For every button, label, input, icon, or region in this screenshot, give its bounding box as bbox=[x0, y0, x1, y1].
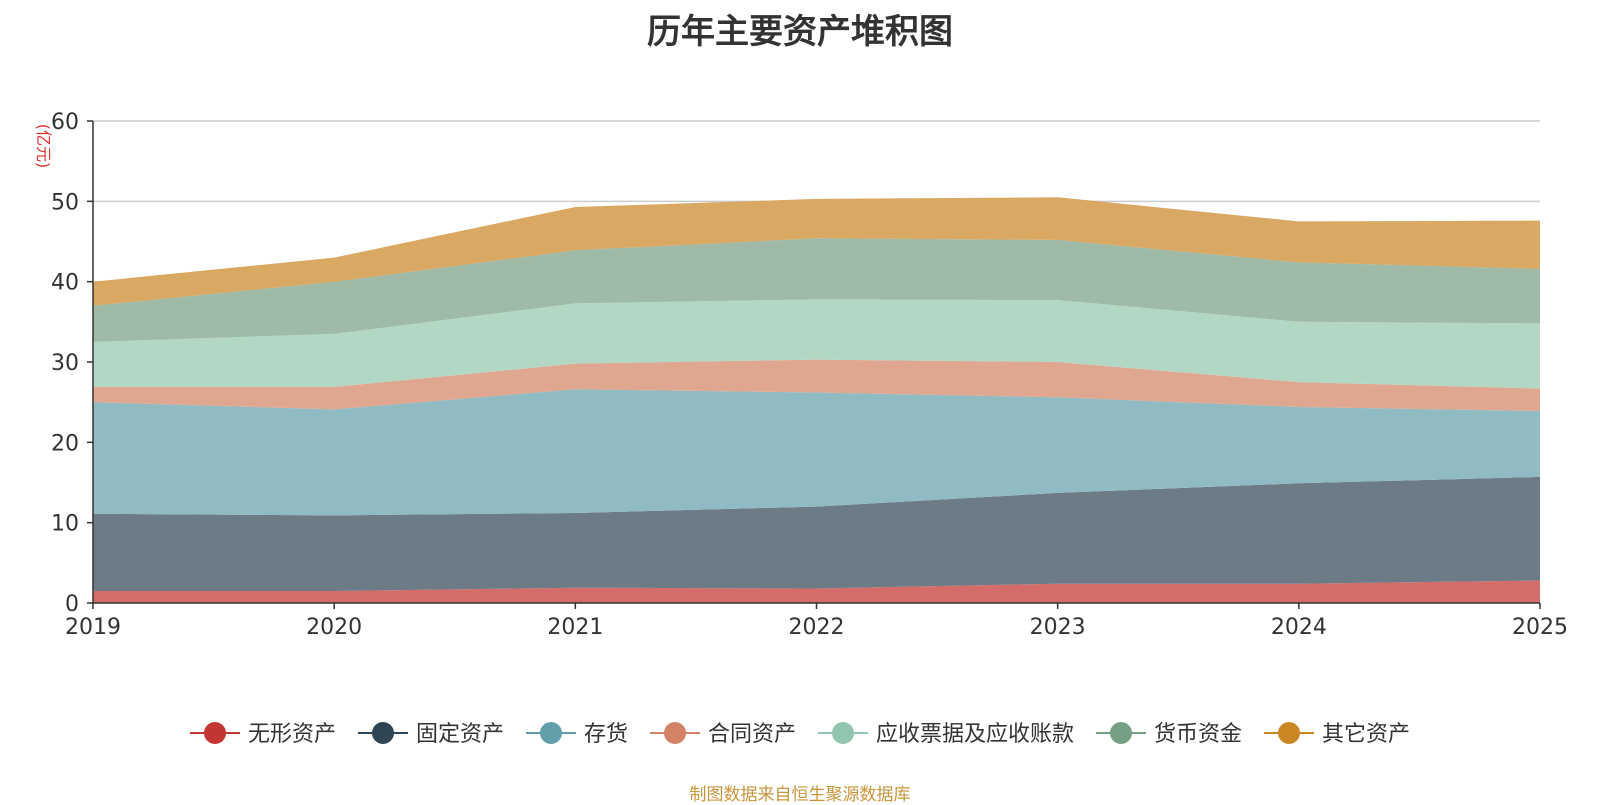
chart-title: 历年主要资产堆积图 bbox=[647, 12, 953, 52]
y-tick-label-6: 60 bbox=[51, 110, 79, 135]
legend-marker-icon bbox=[204, 722, 226, 744]
area-series-1 bbox=[93, 476, 1540, 591]
legend-item-4[interactable]: 应收票据及应收账款 bbox=[818, 722, 1074, 747]
legend-item-3[interactable]: 合同资产 bbox=[650, 722, 796, 747]
x-tick-label-1: 2020 bbox=[306, 615, 362, 640]
legend-marker-icon bbox=[540, 722, 562, 744]
x-tick-label-5: 2024 bbox=[1271, 615, 1327, 640]
legend-item-0[interactable]: 无形资产 bbox=[190, 722, 336, 747]
legend-label-2: 存货 bbox=[584, 722, 628, 747]
y-tick-label-4: 40 bbox=[51, 271, 79, 296]
x-tick-label-3: 2022 bbox=[789, 615, 845, 640]
source-note: 制图数据来自恒生聚源数据库 bbox=[689, 785, 911, 805]
area-series-0 bbox=[93, 580, 1540, 603]
area-series-3 bbox=[93, 359, 1540, 411]
x-tick-label-4: 2023 bbox=[1030, 615, 1086, 640]
legend-item-1[interactable]: 固定资产 bbox=[358, 722, 504, 747]
legend-marker-icon bbox=[1278, 722, 1300, 744]
legend-label-3: 合同资产 bbox=[708, 722, 796, 747]
legend-item-5[interactable]: 货币资金 bbox=[1096, 722, 1242, 747]
legend-label-1: 固定资产 bbox=[416, 722, 504, 747]
x-tick-label-2: 2021 bbox=[547, 615, 603, 640]
area-series-4 bbox=[93, 299, 1540, 389]
legend-item-6[interactable]: 其它资产 bbox=[1264, 722, 1410, 747]
y-axis-unit-label: (亿元) bbox=[34, 124, 53, 169]
y-tick-label-2: 20 bbox=[51, 431, 79, 456]
area-series-2 bbox=[93, 389, 1540, 516]
legend-marker-icon bbox=[1110, 722, 1132, 744]
y-tick-label-5: 50 bbox=[51, 190, 79, 215]
area-series-group bbox=[93, 197, 1540, 603]
area-series-5 bbox=[93, 238, 1540, 342]
y-tick-label-3: 30 bbox=[51, 351, 79, 376]
legend-marker-icon bbox=[372, 722, 394, 744]
area-series-6 bbox=[93, 197, 1540, 306]
axes: 0 10 20 30 40 50 60 2019 2020 2021 2022 2023 2024 202… bbox=[34, 110, 1568, 640]
legend-label-6: 其它资产 bbox=[1322, 722, 1410, 747]
x-tick-label-6: 2025 bbox=[1512, 615, 1568, 640]
legend: 无形资产 固定资产 存货 合同资产 应收票据及应收账款 货币资金 其它资产 bbox=[190, 722, 1410, 747]
legend-label-0: 无形资产 bbox=[248, 722, 336, 747]
x-tick-label-0: 2019 bbox=[65, 615, 121, 640]
y-tick-label-1: 10 bbox=[51, 512, 79, 537]
legend-item-2[interactable]: 存货 bbox=[526, 722, 628, 747]
legend-marker-icon bbox=[664, 722, 686, 744]
legend-label-4: 应收票据及应收账款 bbox=[876, 722, 1074, 747]
legend-label-5: 货币资金 bbox=[1154, 722, 1242, 747]
y-tick-label-0: 0 bbox=[65, 592, 79, 617]
stacked-area-chart: 0 10 20 30 40 50 60 2019 2020 2021 2022 2023 2024 202… bbox=[34, 110, 1568, 747]
legend-marker-icon bbox=[832, 722, 854, 744]
